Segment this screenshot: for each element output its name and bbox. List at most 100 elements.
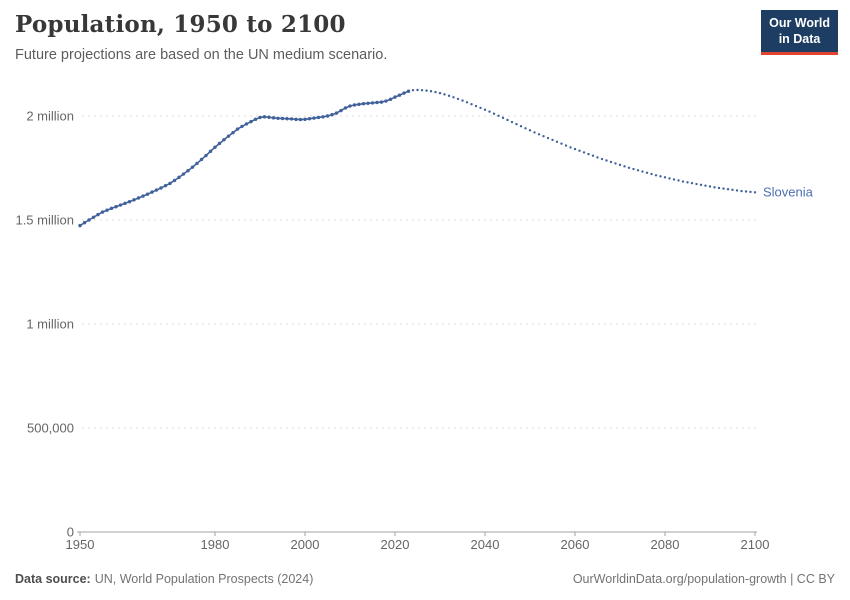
projection-point xyxy=(713,186,716,189)
data-point xyxy=(114,204,118,209)
data-point xyxy=(253,117,258,122)
y-tick-label: 2 million xyxy=(26,109,74,124)
data-point xyxy=(262,115,267,119)
data-point xyxy=(267,115,271,119)
data-point xyxy=(343,106,348,110)
data-point xyxy=(285,117,289,121)
data-point xyxy=(136,196,141,200)
projection-point xyxy=(497,114,500,117)
data-point xyxy=(298,117,303,122)
data-point xyxy=(384,99,388,103)
projection-point xyxy=(654,174,658,177)
owid-logo: Our World in Data xyxy=(761,10,838,55)
entity-label-slovenia: Slovenia xyxy=(763,184,814,199)
data-point xyxy=(307,117,312,121)
projection-point xyxy=(645,171,649,174)
data-point xyxy=(339,108,343,113)
projection-point xyxy=(416,88,419,92)
data-point xyxy=(96,212,100,217)
data-point xyxy=(78,223,82,228)
projection-point xyxy=(632,167,635,171)
data-point xyxy=(159,186,163,190)
data-point xyxy=(82,221,87,225)
data-point xyxy=(145,192,150,196)
projection-point xyxy=(740,189,743,193)
data-point xyxy=(204,153,208,158)
data-point xyxy=(163,183,168,188)
data-point xyxy=(357,102,361,107)
page-title: Population, 1950 to 2100 xyxy=(15,11,346,38)
projection-point xyxy=(506,118,509,122)
projection-point xyxy=(735,189,739,192)
projection-point xyxy=(492,112,496,115)
data-point xyxy=(235,127,240,131)
projection-point xyxy=(618,163,622,167)
projection-point xyxy=(663,176,667,179)
x-tick-label: 2100 xyxy=(741,537,770,552)
projection-point xyxy=(600,157,604,161)
data-point xyxy=(249,119,253,124)
projection-point xyxy=(569,146,572,149)
data-point xyxy=(294,117,298,122)
data-point xyxy=(303,117,307,122)
data-point xyxy=(388,97,393,102)
data-point xyxy=(154,188,159,192)
data-point xyxy=(213,145,217,149)
data-point xyxy=(199,157,204,162)
projection-point xyxy=(731,188,734,192)
projection-point xyxy=(708,185,712,188)
projection-point xyxy=(726,188,730,191)
projection-point xyxy=(659,175,662,178)
x-tick-label: 2020 xyxy=(381,537,410,552)
data-point xyxy=(361,102,366,106)
projection-point xyxy=(623,165,626,168)
projection-point xyxy=(438,91,442,95)
data-point xyxy=(231,130,235,135)
data-point xyxy=(123,201,127,206)
data-point xyxy=(100,210,105,214)
data-point xyxy=(258,115,262,120)
data-point xyxy=(334,111,339,115)
data-point xyxy=(366,101,370,106)
data-point xyxy=(240,124,244,129)
credit-link[interactable]: OurWorldinData.org/population-growth | C… xyxy=(572,572,835,586)
chart-footer: Data source: UN, World Population Prospec… xyxy=(15,572,835,586)
projection-point xyxy=(479,106,482,110)
data-point xyxy=(393,95,397,99)
projection-point xyxy=(551,138,554,142)
data-point xyxy=(91,215,96,219)
data-point xyxy=(186,169,190,173)
projection-point xyxy=(528,129,532,132)
x-tick-label: 1950 xyxy=(66,537,95,552)
projection-point xyxy=(524,127,527,130)
projection-point xyxy=(465,101,469,104)
x-tick-label: 2000 xyxy=(291,537,320,552)
projection-point xyxy=(425,89,428,92)
owid-logo-line1: Our World xyxy=(769,16,830,30)
data-source-label: Data source: xyxy=(15,572,91,586)
projection-point xyxy=(609,160,613,164)
data-point xyxy=(397,93,402,97)
data-point xyxy=(132,198,136,202)
y-tick-label: 500,000 xyxy=(27,421,74,436)
projection-point xyxy=(573,147,577,151)
data-point xyxy=(109,206,114,211)
projection-point xyxy=(627,166,631,169)
data-point xyxy=(195,161,199,166)
data-point xyxy=(208,149,213,154)
projection-point xyxy=(510,120,514,124)
projection-point xyxy=(614,162,617,165)
projection-point xyxy=(564,144,568,147)
projection-point xyxy=(483,108,487,111)
data-point xyxy=(406,89,411,93)
projection-point xyxy=(429,90,433,93)
projection-point xyxy=(542,134,545,138)
projection-point xyxy=(587,152,590,156)
data-point xyxy=(172,178,177,183)
data-point xyxy=(325,114,330,118)
projection-point xyxy=(456,97,460,101)
chart-subtitle: Future projections are based on the UN m… xyxy=(15,47,388,64)
projection-point xyxy=(555,140,559,143)
projection-point xyxy=(749,190,752,194)
data-point xyxy=(181,172,186,176)
